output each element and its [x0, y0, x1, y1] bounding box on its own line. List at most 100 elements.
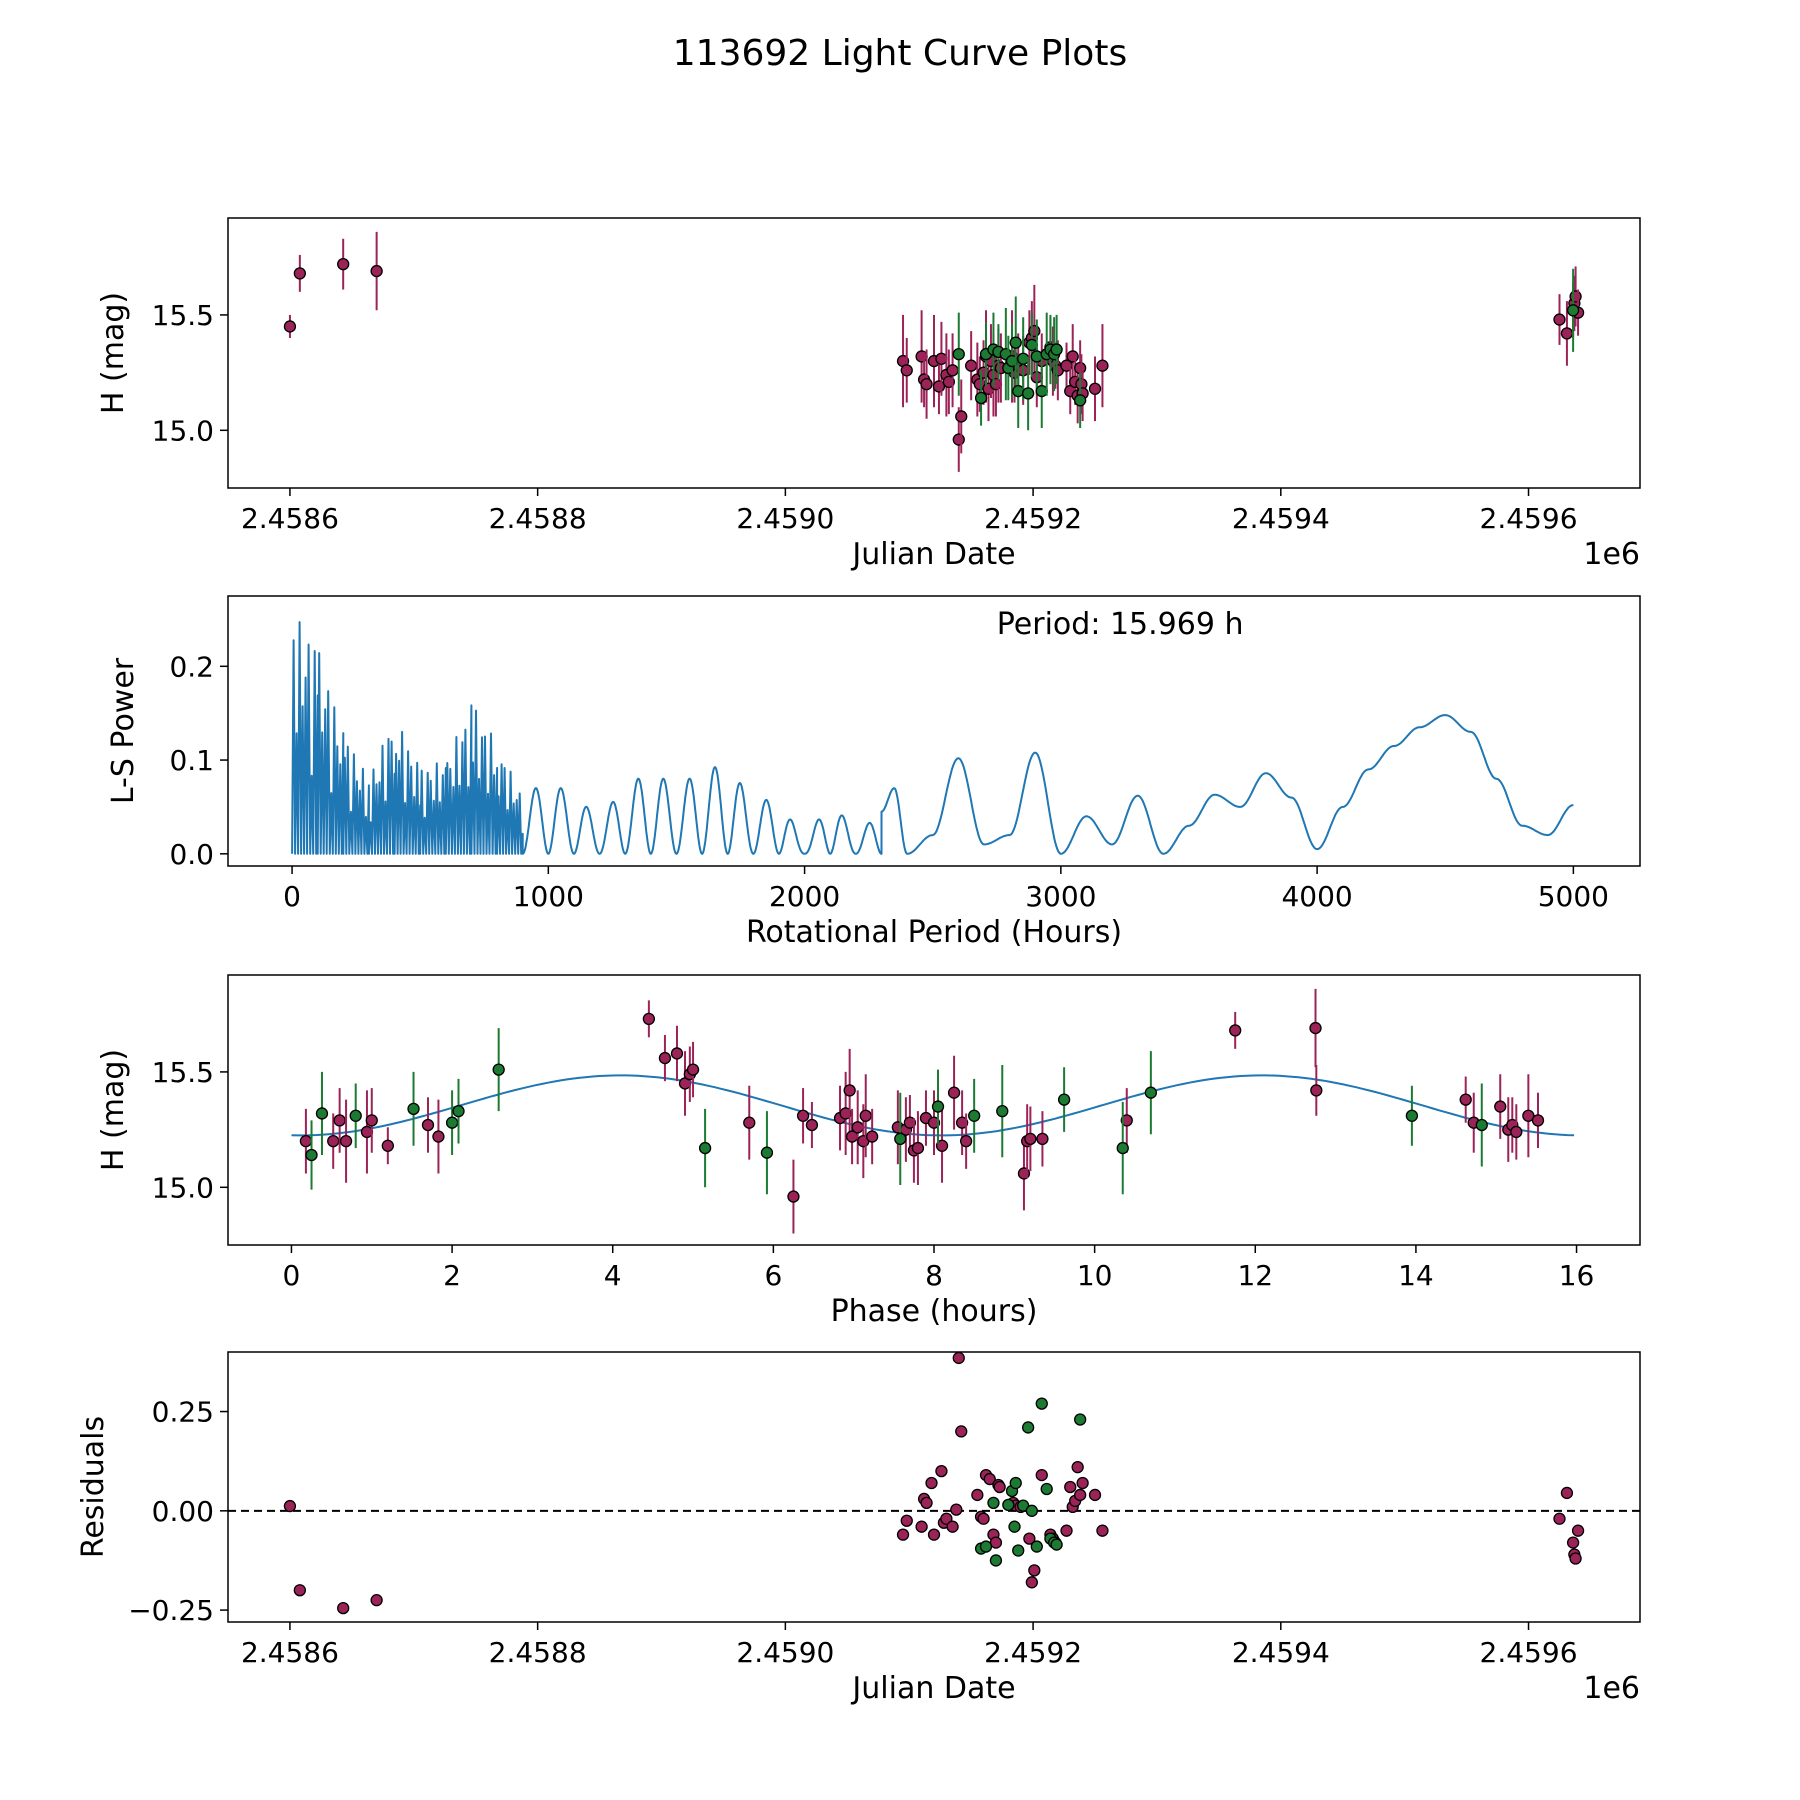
residuals-xlabel: Julian Date	[850, 1671, 1015, 1706]
periodogram-panel: Period: 15.969 h 0 1000 2000 3000 4000 5000 0.0…	[106, 595, 1641, 950]
magenta-data-point	[642, 1012, 656, 1025]
green-data-point	[1025, 338, 1038, 352]
magenta-data-point	[1571, 1524, 1585, 1537]
magenta-data-point	[1553, 313, 1566, 326]
residuals-offset-text: 1e6	[1583, 1671, 1640, 1706]
magenta-data-point	[333, 1114, 346, 1127]
magenta-data-point	[421, 1118, 435, 1132]
lightcurve-xtick-label: 2.4590	[736, 502, 834, 535]
magenta-data-point	[952, 433, 965, 446]
periodogram-xtick-label: 1000	[513, 880, 584, 913]
phase-panel: 0 2 4 6 8 10 12 14 16 15.0 15.5 Phase (hours) H (mag…	[96, 974, 1641, 1329]
green-data-point	[305, 1148, 318, 1162]
phase-xtick-label: 6	[764, 1259, 782, 1292]
magenta-data-point	[959, 1135, 973, 1148]
magenta-data-point	[977, 366, 990, 379]
magenta-data-point	[1310, 1084, 1323, 1097]
magenta-data-point	[796, 1109, 810, 1122]
magenta-data-point	[1025, 1576, 1038, 1589]
phase-plot-area	[291, 988, 1575, 1234]
lightcurve-xtick-label: 2.4588	[489, 502, 587, 535]
green-data-point	[349, 1109, 362, 1122]
magenta-data-point	[283, 1499, 297, 1513]
magenta-data-point	[1064, 1480, 1077, 1494]
green-data-point	[1030, 350, 1043, 363]
magenta-data-point	[339, 1135, 353, 1148]
green-data-point	[931, 1100, 945, 1113]
green-data-point	[1021, 387, 1035, 400]
lightcurve-xlabel: Julian Date	[850, 537, 1015, 572]
magenta-data-point	[925, 1476, 938, 1490]
magenta-data-point	[946, 1520, 959, 1533]
phase-xtick-label: 0	[283, 1259, 301, 1292]
magenta-data-point	[1028, 1564, 1041, 1577]
phase-xtick-label: 10	[1077, 1259, 1113, 1292]
magenta-data-point	[658, 1051, 672, 1065]
residuals-ylabel: Residuals	[76, 1416, 111, 1558]
figure-title: 113692 Light Curve Plots	[673, 33, 1127, 74]
residuals-ytick-label: −0.25	[128, 1594, 214, 1627]
magenta-data-point	[686, 1063, 700, 1076]
periodogram-xtick-label: 5000	[1538, 880, 1609, 913]
residuals-ytick-label: 0.00	[152, 1495, 214, 1528]
phase-xtick-label: 12	[1237, 1259, 1273, 1292]
green-data-point	[968, 1109, 981, 1122]
residuals-xtick-label: 2.4596	[1480, 1636, 1578, 1669]
magenta-data-point	[1036, 1132, 1049, 1145]
green-data-point	[1021, 1421, 1035, 1434]
lightcurve-xtick-label: 2.4594	[1232, 502, 1330, 535]
green-data-point	[974, 391, 988, 405]
green-data-point	[1074, 1413, 1087, 1426]
phase-ytick-label: 15.0	[152, 1171, 214, 1204]
residuals-xtick-label: 2.4588	[489, 1636, 587, 1669]
magenta-data-point	[1459, 1093, 1472, 1106]
periodogram-xtick-label: 3000	[1025, 880, 1096, 913]
green-data-point	[1009, 1476, 1022, 1490]
magenta-data-point	[955, 410, 968, 423]
magenta-data-point	[1028, 324, 1041, 338]
green-data-point	[1057, 1093, 1071, 1106]
green-data-point	[1116, 1141, 1129, 1155]
phase-ytick-label: 15.5	[152, 1056, 214, 1089]
magenta-data-point	[1120, 1114, 1133, 1127]
green-data-point	[315, 1107, 329, 1120]
magenta-data-point	[370, 264, 383, 278]
green-data-point	[760, 1146, 774, 1159]
magenta-data-point	[1074, 361, 1087, 375]
periodogram-ytick-label: 0.0	[169, 838, 214, 871]
magenta-data-point	[965, 359, 978, 372]
magenta-data-point	[1023, 1532, 1036, 1545]
magenta-data-point	[327, 1135, 340, 1148]
green-data-point	[1475, 1118, 1488, 1132]
magenta-data-point	[337, 1601, 350, 1615]
magenta-data-point	[805, 1118, 819, 1132]
magenta-data-point	[935, 1464, 948, 1478]
magenta-data-point	[927, 1528, 941, 1541]
green-data-point	[452, 1105, 465, 1118]
magenta-data-point	[1510, 1125, 1523, 1139]
green-data-point	[1040, 1482, 1053, 1496]
magenta-data-point	[952, 1352, 965, 1365]
magenta-data-point	[1060, 1524, 1073, 1537]
periodogram-ytick-label: 0.1	[169, 744, 214, 777]
lightcurve-xtick-label: 2.4596	[1480, 502, 1578, 535]
magenta-data-point	[1560, 327, 1574, 340]
phase-xlabel: Phase (hours)	[831, 1294, 1038, 1329]
magenta-data-point	[947, 1086, 961, 1099]
magenta-data-point	[993, 1480, 1006, 1494]
magenta-data-point	[971, 1488, 984, 1502]
green-data-point	[1002, 1498, 1015, 1512]
green-data-point	[1009, 336, 1022, 349]
green-data-point	[979, 1540, 993, 1553]
magenta-data-point	[955, 1116, 969, 1129]
green-data-point	[1012, 384, 1025, 398]
lightcurve-ylabel: H (mag)	[96, 292, 131, 414]
magenta-data-point	[432, 1130, 445, 1143]
residuals-xtick-label: 2.4592	[984, 1636, 1082, 1669]
magenta-data-point	[1494, 1100, 1507, 1113]
magenta-data-point	[1569, 290, 1582, 303]
phase-xtick-label: 4	[604, 1259, 622, 1292]
periodogram-ytick-label: 0.2	[169, 650, 214, 683]
magenta-data-point	[896, 1528, 910, 1541]
